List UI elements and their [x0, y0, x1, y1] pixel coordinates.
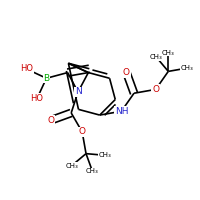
Text: CH₃: CH₃	[150, 54, 163, 60]
Text: B: B	[43, 74, 49, 83]
Text: O: O	[79, 127, 86, 136]
Text: CH₃: CH₃	[98, 152, 111, 158]
Text: CH₃: CH₃	[162, 50, 175, 56]
Text: CH₃: CH₃	[65, 163, 78, 169]
Text: O: O	[47, 116, 54, 125]
Text: O: O	[123, 68, 130, 77]
Text: HO: HO	[31, 94, 44, 103]
Text: O: O	[152, 85, 159, 94]
Text: NH: NH	[115, 107, 128, 116]
Text: CH₃: CH₃	[180, 65, 193, 71]
Text: N: N	[75, 88, 81, 97]
Text: CH₃: CH₃	[86, 168, 99, 174]
Text: HO: HO	[20, 64, 33, 73]
